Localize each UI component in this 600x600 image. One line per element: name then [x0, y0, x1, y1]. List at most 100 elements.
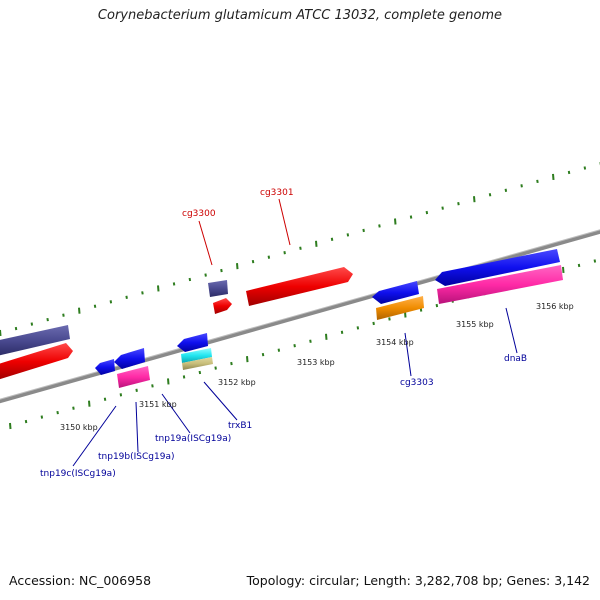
major-tick: [78, 307, 81, 314]
minor-tick: [362, 228, 365, 233]
tick-label-3156: 3156 kbp: [536, 302, 574, 311]
label-cg3300: cg3300: [182, 209, 216, 219]
minor-tick: [172, 282, 176, 286]
major-tick: [88, 400, 91, 407]
minor-tick: [425, 210, 429, 215]
gene-cyan[interactable]: [181, 348, 212, 363]
major-tick: [562, 266, 565, 273]
minor-tick: [536, 179, 539, 184]
minor-tick: [119, 393, 123, 397]
gene-tnp19b[interactable]: [95, 359, 115, 375]
minor-tick: [141, 291, 144, 295]
minor-tick: [372, 321, 375, 326]
tick-row-upper: [0, 162, 600, 337]
minor-tick: [267, 255, 271, 259]
label-dnaB: dnaB: [504, 354, 527, 364]
minor-tick: [125, 295, 128, 299]
minor-tick: [583, 166, 587, 170]
minor-tick: [103, 397, 107, 401]
label-trxB1: trxB1: [228, 421, 252, 431]
minor-tick: [93, 304, 97, 308]
minor-tick: [46, 317, 49, 322]
genome-summary: Topology: circular; Length: 3,282,708 bp…: [246, 573, 590, 588]
minor-tick: [504, 188, 508, 192]
minor-tick: [188, 277, 192, 282]
genome-backbone: [0, 229, 600, 404]
minor-tick: [299, 246, 302, 250]
gene-cg3303[interactable]: [372, 281, 419, 304]
minor-tick: [135, 388, 138, 392]
minor-tick: [567, 170, 571, 175]
minor-tick: [220, 268, 223, 273]
gene-trxB1[interactable]: [177, 333, 208, 352]
gene-khaki[interactable]: [182, 357, 213, 370]
gene-block-left-purple[interactable]: [0, 325, 70, 356]
minor-tick: [378, 224, 381, 228]
gene-tnp19a[interactable]: [114, 348, 145, 369]
minor-tick: [24, 419, 28, 424]
major-tick: [236, 263, 239, 270]
label-cg3301: cg3301: [260, 188, 294, 198]
map-title: Corynebacterium glutamicum ATCC 13032, c…: [97, 8, 503, 23]
major-tick: [0, 329, 2, 337]
minor-tick: [109, 300, 113, 304]
tick-label-3155: 3155 kbp: [456, 320, 494, 329]
minor-tick: [56, 410, 59, 415]
minor-tick: [435, 303, 439, 308]
minor-tick: [293, 344, 296, 348]
label-tnp19b: tnp19b(ISCg19a): [98, 452, 174, 462]
label-cg3303: cg3303: [400, 378, 434, 388]
major-tick: [552, 173, 555, 180]
minor-tick: [457, 202, 460, 206]
minor-tick: [62, 313, 65, 317]
tick-label-3153: 3153 kbp: [297, 358, 335, 367]
minor-tick: [419, 308, 423, 312]
minor-tick: [309, 339, 312, 343]
minor-tick: [340, 330, 344, 335]
minor-tick: [409, 215, 413, 219]
minor-tick: [593, 259, 597, 263]
gene-cg3301[interactable]: [246, 267, 353, 306]
gene-orange[interactable]: [376, 296, 424, 320]
minor-tick: [488, 193, 492, 197]
minor-tick: [577, 263, 581, 268]
minor-tick: [330, 237, 334, 242]
tick-label-3152: 3152 kbp: [218, 378, 256, 387]
minor-tick: [356, 326, 360, 330]
label-tnp19a: tnp19a(ISCg19a): [155, 434, 231, 444]
minor-tick: [346, 233, 350, 237]
minor-tick: [283, 251, 286, 255]
minor-tick: [520, 184, 523, 188]
minor-tick: [388, 317, 391, 321]
major-tick: [325, 333, 328, 340]
minor-tick: [72, 406, 75, 410]
accession-label: Accession: NC_006958: [9, 573, 152, 588]
tick-label-3154: 3154 kbp: [376, 338, 414, 347]
major-tick: [473, 196, 476, 203]
gene-block-left-red[interactable]: [0, 343, 73, 380]
minor-tick: [251, 259, 255, 264]
minor-tick: [151, 384, 154, 388]
minor-tick: [277, 348, 281, 352]
major-tick: [9, 422, 12, 430]
gene-cg3300[interactable]: [208, 280, 232, 314]
minor-tick: [214, 366, 217, 370]
major-tick: [246, 356, 249, 363]
gene-pink-right[interactable]: [437, 265, 563, 304]
major-tick: [167, 378, 170, 385]
minor-tick: [230, 361, 233, 366]
minor-tick: [204, 273, 207, 277]
tick-label-3150: 3150 kbp: [60, 423, 98, 432]
gene-pink-left[interactable]: [117, 366, 150, 388]
minor-tick: [441, 206, 444, 210]
minor-tick: [198, 370, 202, 375]
minor-tick: [261, 352, 265, 357]
label-tnp19c: tnp19c(ISCg19a): [40, 469, 116, 479]
tick-label-3151: 3151 kbp: [139, 400, 177, 409]
minor-tick: [182, 375, 186, 379]
gene-dnaB[interactable]: [435, 249, 560, 286]
major-tick: [157, 285, 160, 292]
major-tick: [315, 240, 318, 247]
major-tick: [394, 218, 397, 225]
